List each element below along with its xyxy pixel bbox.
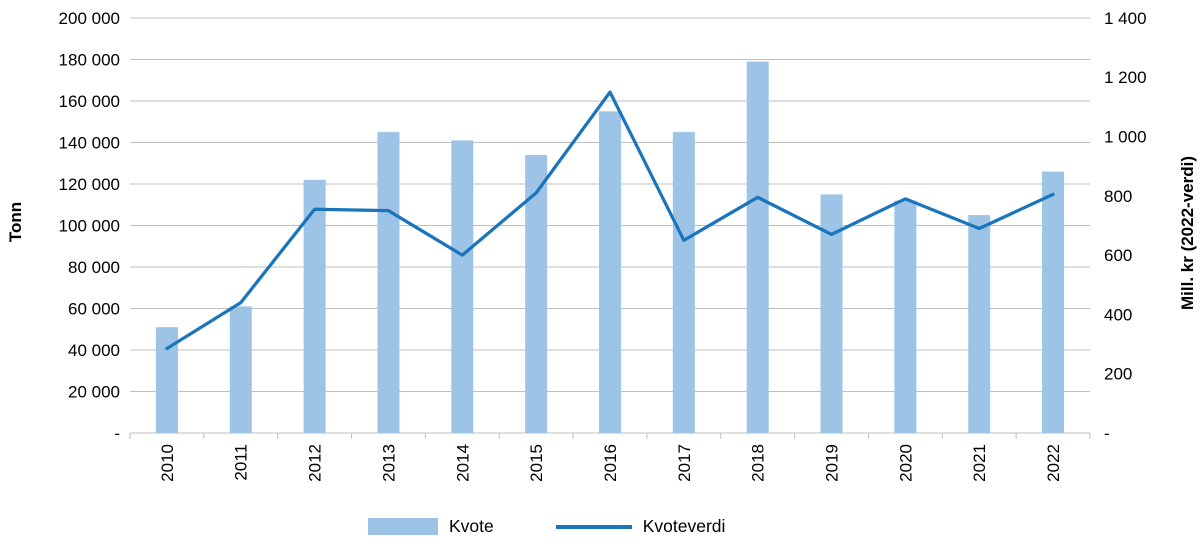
bar-2016	[599, 111, 621, 433]
bar-2020	[894, 200, 917, 433]
svg-text:100 000: 100 000	[59, 216, 120, 235]
svg-text:2018: 2018	[749, 444, 768, 482]
svg-text:1 400: 1 400	[1104, 9, 1147, 28]
svg-text:-: -	[114, 424, 120, 443]
svg-text:80 000: 80 000	[68, 258, 120, 277]
svg-text:140 000: 140 000	[59, 133, 120, 152]
legend-item-kvoteverdi: Kvoteverdi	[555, 516, 726, 537]
svg-text:60 000: 60 000	[68, 299, 120, 318]
right-axis-title: Mill. kr (2022-verdi)	[1178, 156, 1197, 310]
svg-text:20 000: 20 000	[68, 382, 120, 401]
svg-text:800: 800	[1104, 187, 1132, 206]
left-axis-tick-labels: - 20 000 40 000 60 000 80 000 100 000 120 000 1…	[59, 9, 120, 443]
svg-text:2017: 2017	[675, 444, 694, 482]
kvoteverdi-line	[165, 90, 1055, 351]
bar-2011	[229, 306, 252, 433]
kvote-bars	[155, 61, 1065, 434]
svg-text:2016: 2016	[601, 444, 620, 482]
svg-text:2019: 2019	[822, 444, 841, 482]
svg-text:160 000: 160 000	[59, 92, 120, 111]
svg-text:-: -	[1104, 424, 1110, 443]
svg-text:2022: 2022	[1044, 444, 1063, 482]
bar-2019	[820, 194, 843, 433]
x-axis-year-labels: 2010 2011 2012 2013 2014 2015 2016 2017 2018 2019…	[158, 444, 1063, 482]
legend: Kvote Kvoteverdi	[368, 516, 725, 537]
svg-text:40 000: 40 000	[68, 341, 120, 360]
svg-text:2021: 2021	[970, 444, 989, 482]
svg-text:200 000: 200 000	[59, 9, 120, 28]
kvote-legend-label: Kvote	[449, 516, 494, 536]
kvoteverdi-line-swatch	[555, 524, 632, 529]
bar-2015	[525, 154, 548, 433]
bar-2013	[377, 132, 400, 433]
x-axis-ticks	[129, 433, 1091, 439]
kvote-bar-swatch	[368, 518, 438, 535]
svg-text:2015: 2015	[527, 444, 546, 482]
bar-2010	[155, 327, 178, 433]
svg-text:180 000: 180 000	[59, 50, 120, 69]
bar-2022	[1042, 171, 1065, 434]
svg-text:2020: 2020	[896, 444, 915, 482]
left-axis-title: Tonn	[6, 202, 25, 242]
svg-text:1 000: 1 000	[1104, 128, 1147, 147]
bar-2018	[746, 61, 769, 433]
bar-2021	[968, 215, 991, 433]
svg-text:2010: 2010	[158, 444, 177, 482]
svg-text:600: 600	[1104, 246, 1132, 265]
bar-2014	[451, 140, 474, 434]
svg-text:400: 400	[1104, 305, 1132, 324]
svg-text:120 000: 120 000	[59, 175, 120, 194]
svg-text:2012: 2012	[306, 444, 325, 482]
svg-text:2013: 2013	[379, 444, 398, 482]
svg-text:200: 200	[1104, 365, 1132, 384]
svg-text:1 200: 1 200	[1104, 68, 1147, 87]
kvoteverdi-legend-label: Kvoteverdi	[642, 516, 726, 536]
bar-2017	[672, 132, 695, 433]
svg-text:2011: 2011	[232, 444, 251, 481]
legend-item-kvote: Kvote	[368, 516, 494, 537]
right-axis-tick-labels: - 200 400 600 800 1 000 1 200 1 400	[1104, 9, 1147, 443]
svg-text:2014: 2014	[453, 444, 472, 482]
bar-2012	[303, 179, 326, 433]
